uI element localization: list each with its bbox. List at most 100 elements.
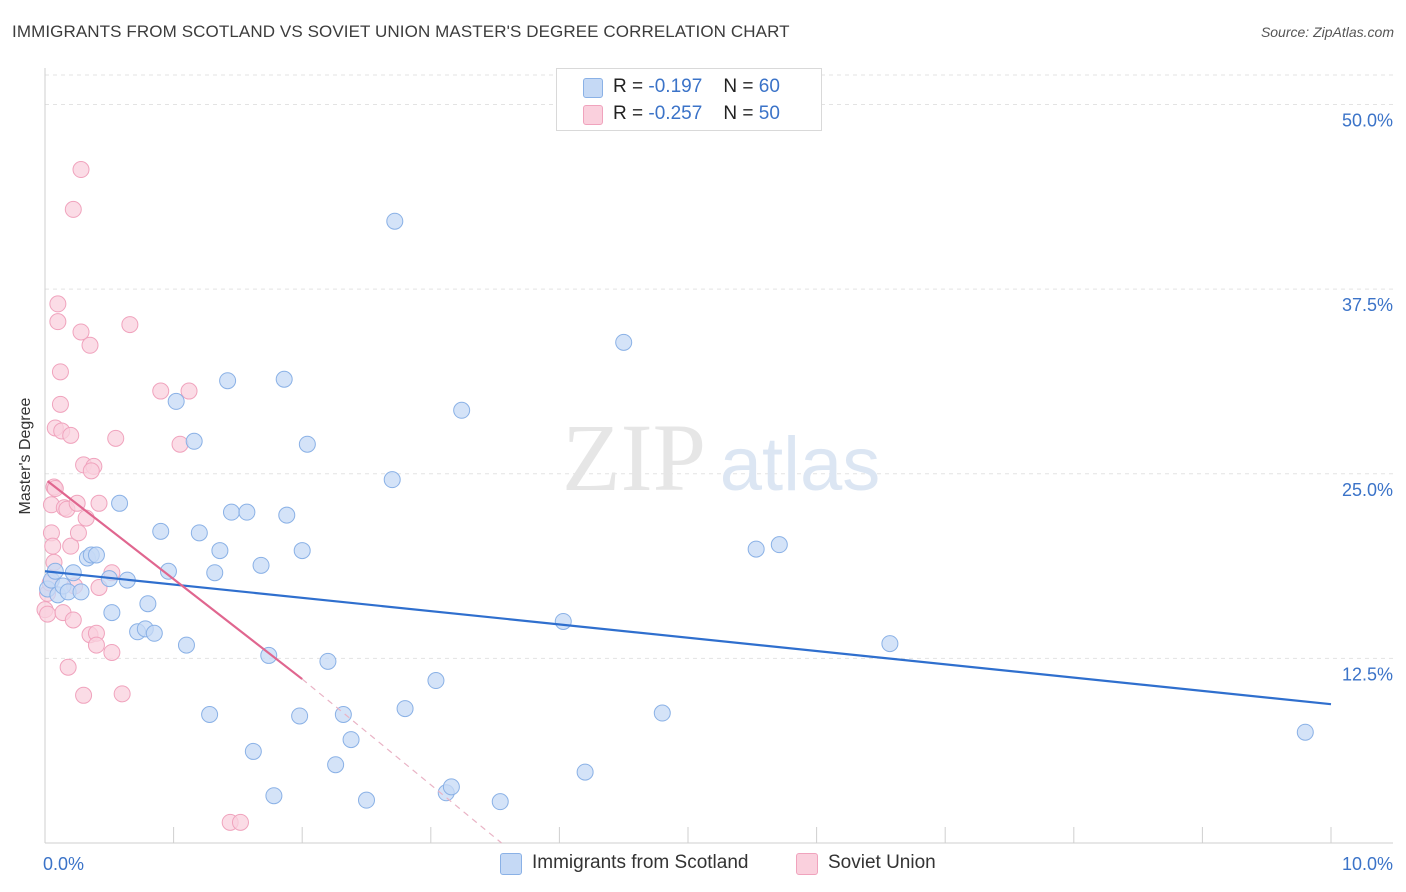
scotland-point-19: [152, 522, 170, 540]
soviet-point-39: [90, 494, 108, 512]
x-tick-label-min: 0.0%: [43, 854, 84, 874]
scotland-point-33: [265, 787, 283, 805]
scotland-point-37: [291, 707, 309, 725]
soviet-point-28: [72, 161, 90, 179]
legend-r-value-scotland: -0.197: [648, 76, 703, 97]
scotland-point-60: [1296, 723, 1314, 741]
bottom-legend-label-scotland: Immigrants from Scotland: [532, 852, 749, 873]
scotland-points: [39, 212, 1314, 811]
y-tick-label-1: 25.0%: [1342, 480, 1393, 500]
soviet-point-46: [171, 435, 189, 453]
tick-labels: 12.5% 25.0% 37.5% 50.0% 0.0% 10.0%: [43, 111, 1393, 874]
soviet-point-24: [64, 200, 82, 218]
scotland-point-22: [177, 636, 195, 654]
scotland-point-18: [145, 624, 163, 642]
scotland-point-25: [201, 706, 219, 724]
legend-swatch-pink: [583, 105, 603, 125]
soviet-point-43: [113, 685, 131, 703]
bottom-legend-swatch-pink: [796, 853, 818, 875]
scotland-point-44: [358, 791, 375, 809]
soviet-point-21: [62, 537, 80, 555]
scotland-point-57: [747, 540, 765, 558]
scotland-point-17: [139, 595, 157, 613]
scotland-point-50: [442, 778, 460, 796]
soviet-point-32: [81, 336, 99, 354]
scotland-point-39: [298, 435, 316, 453]
scotland-point-23: [185, 432, 203, 450]
trend-lines: [44, 480, 1332, 844]
scotland-trend-line: [44, 570, 1332, 706]
soviet-point-6: [44, 537, 62, 555]
soviet-union-points: [36, 161, 249, 831]
scotland-point-59: [881, 635, 899, 653]
scotland-point-29: [222, 503, 240, 521]
soviet-point-49: [231, 813, 249, 831]
bottom-legend-label-soviet: Soviet Union: [828, 852, 936, 873]
soviet-point-35: [82, 462, 100, 480]
soviet-point-37: [87, 636, 105, 654]
correlation-legend: R = -0.197 N = 60 R = -0.257 N = 50: [556, 68, 822, 131]
soviet-point-45: [152, 382, 170, 400]
soviet-point-12: [49, 295, 67, 313]
scotland-point-53: [554, 612, 572, 630]
bottom-legend-swatch-blue: [500, 853, 522, 875]
watermark-zip: ZIP: [562, 404, 706, 511]
scotland-point-36: [260, 646, 278, 664]
scotland-point-32: [252, 556, 270, 574]
soviet-point-26: [69, 524, 87, 542]
y-tick-label-0: 12.5%: [1342, 664, 1393, 684]
legend-r-label: R =: [613, 76, 644, 97]
scotland-point-30: [238, 503, 256, 521]
scotland-point-12: [103, 604, 121, 622]
legend-n-value-soviet: 50: [758, 103, 780, 124]
scotland-point-54: [576, 763, 594, 781]
scotland-point-35: [278, 506, 296, 524]
soviet-point-1: [39, 605, 57, 623]
scotland-point-13: [111, 494, 129, 512]
soviet-point-11: [49, 313, 67, 331]
scotland-point-48: [427, 672, 445, 690]
scotland-point-40: [319, 652, 337, 670]
scotland-point-24: [190, 524, 208, 542]
scotland-point-43: [342, 731, 360, 749]
scotland-point-52: [491, 793, 509, 811]
scotland-point-31: [244, 742, 262, 760]
y-tick-label-2: 37.5%: [1342, 295, 1393, 315]
scotland-point-20: [159, 562, 177, 580]
legend-n-label: N =: [723, 76, 754, 97]
watermark-atlas: atlas: [720, 422, 881, 507]
scotland-point-41: [327, 756, 345, 774]
soviet-point-22: [64, 611, 82, 629]
scotland-point-26: [206, 564, 224, 582]
chart-title: IMMIGRANTS FROM SCOTLAND VS SOVIET UNION…: [12, 22, 790, 41]
scotland-point-27: [211, 542, 229, 560]
scotland-point-28: [219, 372, 237, 390]
scotland-point-34: [275, 370, 293, 388]
legend-n-label: N =: [723, 103, 754, 124]
axes: [44, 68, 1393, 844]
legend-n-value-scotland: 60: [758, 76, 780, 97]
soviet-point-14: [51, 363, 69, 381]
soviet-point-42: [107, 429, 125, 447]
scotland-point-38: [293, 542, 311, 560]
source-label: Source: ZipAtlas.com: [1260, 24, 1394, 40]
scotland-point-21: [167, 392, 185, 410]
soviet-point-19: [59, 658, 77, 676]
scotland-point-51: [453, 401, 471, 419]
soviet-point-41: [103, 643, 121, 661]
scotland-point-58: [770, 536, 788, 554]
scotland-point-10: [87, 546, 105, 564]
soviet-trend-line: [46, 480, 303, 680]
soviet-point-47: [180, 382, 198, 400]
soviet-point-29: [75, 686, 93, 704]
scotland-point-42: [334, 706, 352, 724]
soviet-point-13: [51, 395, 69, 413]
legend-r-value-soviet: -0.257: [648, 103, 703, 124]
scotland-point-46: [386, 212, 404, 230]
gridlines: [45, 74, 1393, 659]
scotland-point-56: [653, 704, 671, 722]
scotland-point-47: [396, 700, 414, 718]
legend-r-label: R =: [613, 103, 644, 124]
soviet-point-27: [72, 323, 90, 341]
